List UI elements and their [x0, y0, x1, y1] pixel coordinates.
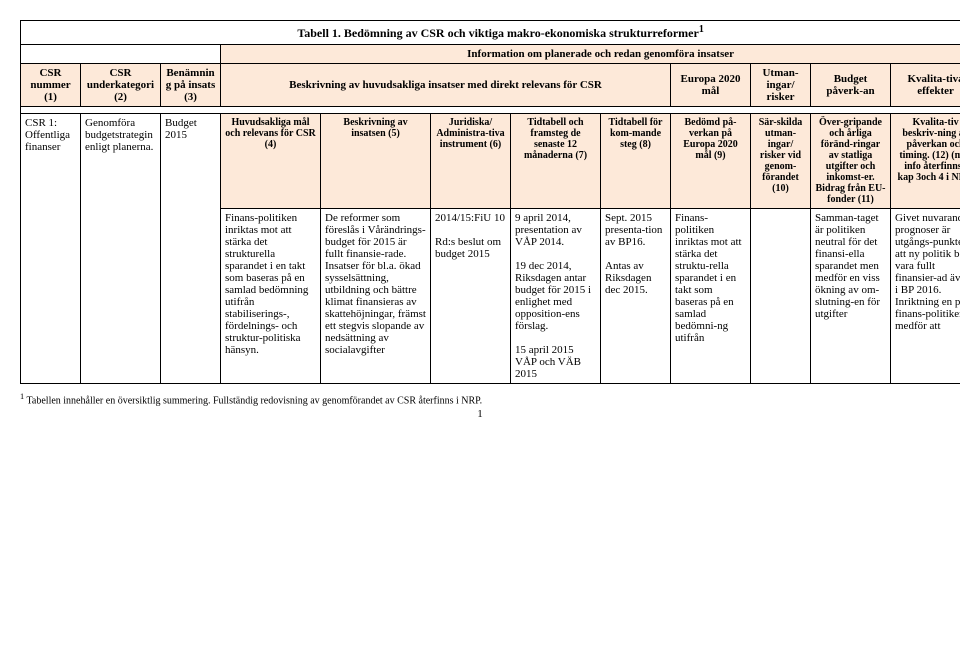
r-c2: Genomföra budgetstrategin enligt planern… [81, 114, 161, 384]
sh-10: Sär-skilda utman-ingar/ risker vid genom… [751, 114, 811, 209]
spacer-cell [21, 107, 960, 114]
r-c12: Givet nuvarande prognoser är utgångs-pun… [891, 209, 960, 384]
r-c6: 2014/15:FiU 10 Rd:s beslut om budget 201… [431, 209, 511, 384]
spacer-row [21, 107, 960, 114]
sh-9: Bedömd på-verkan på Europa 2020 mål (9) [671, 114, 751, 209]
sh-7: Tidtabell och framsteg de senaste 12 mån… [511, 114, 601, 209]
r-c10 [751, 209, 811, 384]
r-c1: CSR 1: Offentliga finanser [21, 114, 81, 384]
sh-12: Kvalita-tiv beskriv-ning av påverkan och… [891, 114, 960, 209]
sh-4: Huvudsakliga mål och relevans för CSR (4… [221, 114, 321, 209]
info-text: Information om planerade och redan genom… [221, 45, 960, 64]
r-c7: 9 april 2014, presentation av VÅP 2014. … [511, 209, 601, 384]
r-c4: Finans-politiken inriktas mot att stärka… [221, 209, 321, 384]
sh-6: Juridiska/ Administra-tiva instrument (6… [431, 114, 511, 209]
table-title: Tabell 1. Bedömning av CSR och viktiga m… [21, 21, 960, 45]
r-c3: Budget 2015 [161, 114, 221, 384]
h-desc: Beskrivning av huvudsakliga insatser med… [221, 64, 671, 107]
h-budget: Budget påverk-an [811, 64, 891, 107]
title-text: Tabell 1. Bedömning av CSR och viktiga m… [297, 26, 698, 40]
r-c9: Finans-politiken inriktas mot att stärka… [671, 209, 751, 384]
sh-8: Tidtabell för kom-mande steg (8) [601, 114, 671, 209]
h-effects: Kvalita-tiva effekter [891, 64, 960, 107]
sh-5: Beskrivning av insatsen (5) [321, 114, 431, 209]
sh-11: Över-gripande och årliga föränd-ringar a… [811, 114, 891, 209]
footnote-text: Tabellen innehåller en översiktlig summe… [27, 395, 483, 406]
page-number: 1 [20, 408, 940, 420]
r-c8: Sept. 2015 presenta-tion av BP16. Antas … [601, 209, 671, 384]
h-name: Benämning på insats (3) [161, 64, 221, 107]
title-row: Tabell 1. Bedömning av CSR och viktiga m… [21, 21, 960, 45]
r-c5: De reformer som föreslås i Vårändrings-b… [321, 209, 431, 384]
csr-table: Tabell 1. Bedömning av CSR och viktiga m… [20, 20, 960, 384]
h-csr-sub: CSR underkategori (2) [81, 64, 161, 107]
info-row: Information om planerade och redan genom… [21, 45, 960, 64]
footnote: 1 Tabellen innehåller en översiktlig sum… [20, 392, 940, 406]
h-risks: Utman-ingar/ risker [751, 64, 811, 107]
title-sup: 1 [699, 24, 704, 35]
h-csr-num: CSR nummer (1) [21, 64, 81, 107]
info-blank [21, 45, 221, 64]
r-c11: Samman-taget är politiken neutral för de… [811, 209, 891, 384]
h-europe: Europa 2020 mål [671, 64, 751, 107]
sub-header-row: CSR 1: Offentliga finanser Genomföra bud… [21, 114, 960, 209]
main-header-row: CSR nummer (1) CSR underkategori (2) Ben… [21, 64, 960, 107]
footnote-num: 1 [20, 392, 24, 401]
